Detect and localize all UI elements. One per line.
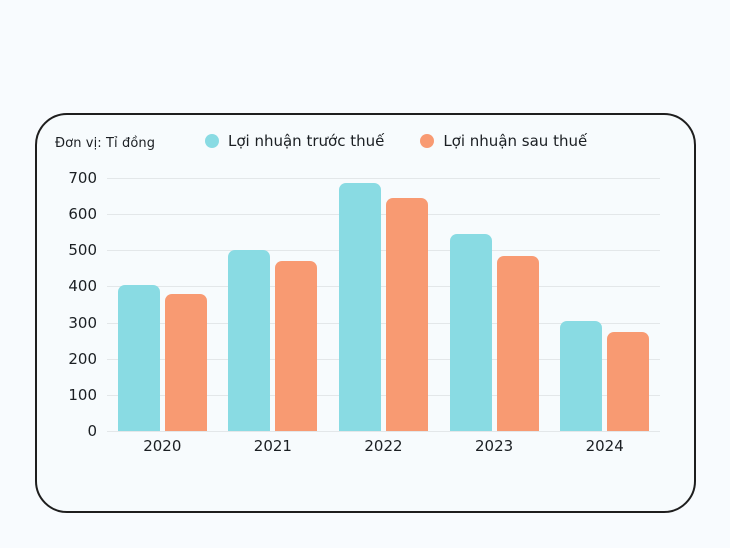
- x-tick-label-2023: 2023: [474, 437, 514, 455]
- legend-dot-icon: [420, 134, 435, 148]
- x-axis-labels: 2020 2021 2022 2023 2024: [107, 437, 660, 455]
- bar-series-container: [107, 178, 660, 431]
- y-axis-labels: 0 100 200 300 400 500 600 700: [37, 169, 97, 440]
- y-tick-label-700: 700: [68, 169, 97, 187]
- y-tick-label-200: 200: [68, 349, 97, 368]
- bar-group-2023: [449, 234, 539, 431]
- y-tick-label-500: 500: [68, 241, 97, 260]
- gridline-600: [107, 214, 660, 216]
- bar-2024-series-0: [560, 320, 603, 431]
- legend: Lợi nhuận trước thuế Lợi nhuận sau thuế: [205, 132, 587, 150]
- y-tick-label-0: 0: [87, 422, 97, 440]
- gridline-200: [107, 358, 660, 360]
- x-tick-label-2020: 2020: [143, 437, 182, 455]
- gridline-100: [107, 394, 660, 396]
- legend-item-0: Lợi nhuận trước thuế: [205, 132, 384, 150]
- bar-2023-series-0: [449, 234, 492, 431]
- bar-group-2021: [228, 250, 318, 431]
- gridline-400: [107, 286, 660, 288]
- plot-area: [107, 178, 660, 432]
- gridline-0: [107, 431, 660, 432]
- bar-2021-series-0: [228, 250, 271, 431]
- legend-label: Lợi nhuận trước thuế: [228, 132, 385, 150]
- gridline-700: [107, 178, 660, 179]
- bar-2024-series-1: [607, 331, 650, 431]
- gridline-300: [107, 322, 660, 324]
- bar-group-2022: [338, 183, 428, 431]
- gridline-500: [107, 250, 660, 252]
- y-tick-label-600: 600: [68, 205, 97, 224]
- x-tick-label-2024: 2024: [585, 437, 624, 455]
- bar-2022-series-1: [385, 197, 428, 431]
- legend-label: Lợi nhuận sau thuế: [443, 132, 588, 150]
- legend-dot-icon: [205, 134, 219, 148]
- y-tick-label-100: 100: [68, 385, 97, 404]
- bar-2022-series-0: [338, 183, 381, 431]
- bar-group-2024: [560, 320, 650, 431]
- unit-label: Đơn vị: Tỉ đồng: [55, 136, 156, 151]
- x-tick-label-2021: 2021: [253, 437, 292, 455]
- x-tick-label-2022: 2022: [364, 437, 403, 455]
- bar-2021-series-1: [275, 261, 318, 431]
- bar-2023-series-1: [496, 255, 539, 431]
- bar-2020-series-0: [117, 284, 160, 431]
- bar-group-2020: [117, 284, 207, 431]
- y-tick-label-400: 400: [68, 277, 97, 296]
- y-tick-label-300: 300: [68, 313, 97, 332]
- chart-card: Đơn vị: Tỉ đồng Lợi nhuận trước thuế Lợi …: [35, 113, 696, 513]
- bar-2020-series-1: [164, 293, 207, 431]
- legend-item-1: Lợi nhuận sau thuế: [420, 132, 587, 150]
